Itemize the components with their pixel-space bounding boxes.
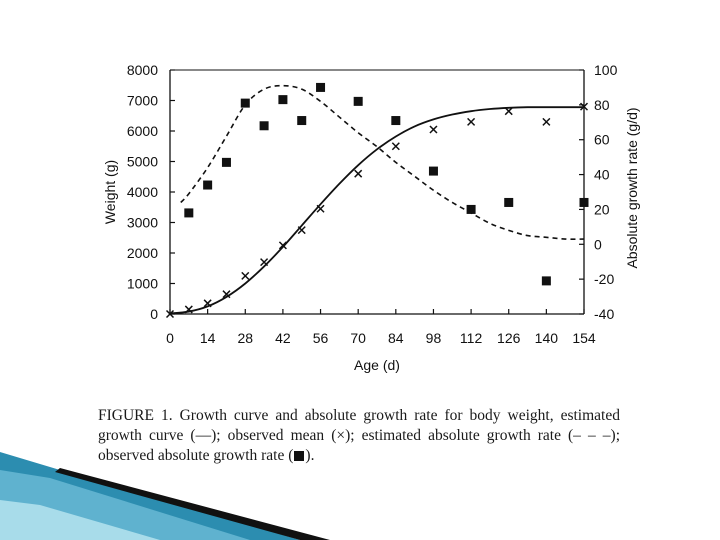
observed-growth-rate-marker (240, 98, 250, 108)
series-markers (165, 82, 589, 319)
observed-mean-marker (297, 226, 306, 235)
x-tick-label: 14 (200, 330, 216, 346)
observed-growth-rate-marker (428, 166, 438, 176)
right-tick-label: 0 (594, 236, 602, 252)
x-tick-label: 154 (572, 330, 596, 346)
x-tick-label: 126 (497, 330, 521, 346)
x-tick-label: 140 (535, 330, 559, 346)
observed-growth-rate-marker (259, 121, 269, 131)
x-marker-stroke (278, 241, 287, 250)
plot-area: 0 14 28 42 56 70 84 98 112 126 140 1540100020003000… (127, 62, 618, 346)
observed-growth-rate-marker (203, 180, 213, 190)
left-tick-label: 7000 (127, 93, 158, 109)
x-marker-stroke (241, 271, 250, 280)
observed-mean-marker (165, 309, 175, 319)
left-tick-label: 5000 (127, 154, 158, 170)
observed-growth-rate-marker (278, 95, 288, 105)
x-tick-label: 112 (460, 330, 483, 346)
observed-mean-marker (260, 258, 269, 267)
observed-growth-rate-marker (391, 116, 401, 126)
observed-mean-marker (203, 299, 212, 308)
x-tick-label: 0 (166, 330, 174, 346)
observed-growth-rate-marker (221, 157, 231, 167)
observed-mean-marker (579, 102, 589, 111)
x-marker-stroke (184, 305, 193, 314)
left-tick-label: 6000 (127, 123, 158, 139)
right-tick-label: -20 (594, 271, 614, 287)
left-axis-label: Weight (g) (102, 160, 118, 224)
left-tick-label: 4000 (127, 184, 158, 200)
observed-mean-marker (241, 271, 250, 280)
x-tick-label: 84 (388, 330, 404, 346)
x-marker-stroke (297, 226, 306, 235)
observed-mean-marker (467, 117, 476, 126)
x-marker-stroke (316, 204, 325, 213)
observed-growth-rate-marker (184, 208, 194, 218)
x-marker-stroke (391, 142, 400, 151)
x-tick-label: 42 (275, 330, 291, 346)
estimated-growth-curve (169, 106, 584, 315)
x-marker-stroke (354, 169, 363, 178)
left-tick-label: 3000 (127, 215, 158, 231)
right-tick-label: 80 (594, 97, 610, 113)
right-tick-label: 20 (594, 201, 610, 217)
x-axis-label: Age (d) (354, 357, 400, 373)
x-marker-stroke (203, 299, 212, 308)
observed-growth-rate-marker (504, 197, 514, 207)
observed-growth-rate-marker (353, 96, 363, 106)
observed-mean-marker (542, 117, 551, 126)
right-tick-label: -40 (594, 306, 614, 322)
caption-label: FIGURE 1. (98, 407, 173, 424)
observed-mean-marker (354, 169, 363, 178)
left-tick-label: 8000 (127, 62, 158, 78)
x-marker-stroke (467, 117, 476, 126)
observed-growth-rate-marker (466, 204, 476, 214)
x-tick-label: 56 (313, 330, 329, 346)
observed-mean-marker (278, 241, 287, 250)
right-tick-label: 60 (594, 132, 610, 148)
observed-mean-marker (391, 142, 400, 151)
observed-mean-marker (504, 107, 513, 116)
x-tick-label: 28 (237, 330, 253, 346)
left-tick-label: 0 (150, 306, 158, 322)
observed-growth-rate-marker (316, 82, 326, 92)
observed-mean-marker (429, 125, 438, 134)
square-marker-icon (294, 451, 305, 461)
axis-ticks: 0 14 28 42 56 70 84 98 112 126 140 1540100020003000… (127, 62, 618, 346)
observed-growth-rate-marker (541, 276, 551, 286)
observed-mean-marker (316, 204, 325, 213)
decorative-swoosh (0, 452, 330, 540)
caption-text-1: Growth curve and absolute growth rate fo… (98, 407, 620, 464)
caption-text-2: ). (305, 447, 315, 464)
observed-growth-rate-marker (297, 116, 307, 126)
figure-caption: FIGURE 1. Growth curve and absolute grow… (98, 406, 620, 466)
x-marker-stroke (165, 309, 175, 319)
x-marker-stroke (542, 117, 551, 126)
right-tick-label: 40 (594, 167, 610, 183)
left-tick-label: 1000 (127, 276, 158, 292)
x-marker-stroke (579, 102, 589, 111)
right-axis-label: Absolute growth rate (g/d) (624, 107, 640, 268)
x-tick-label: 70 (350, 330, 366, 346)
x-marker-stroke (429, 125, 438, 134)
x-tick-label: 98 (426, 330, 442, 346)
series-curves (169, 84, 585, 315)
observed-mean-marker (222, 290, 231, 299)
estimated-growth-rate-curve (180, 84, 585, 240)
x-marker-stroke (260, 258, 269, 267)
x-marker-stroke (504, 107, 513, 116)
x-marker-stroke (222, 290, 231, 299)
left-tick-label: 2000 (127, 245, 158, 261)
observed-growth-rate-marker (579, 197, 589, 207)
observed-mean-marker (184, 305, 193, 314)
right-tick-label: 100 (594, 62, 618, 78)
